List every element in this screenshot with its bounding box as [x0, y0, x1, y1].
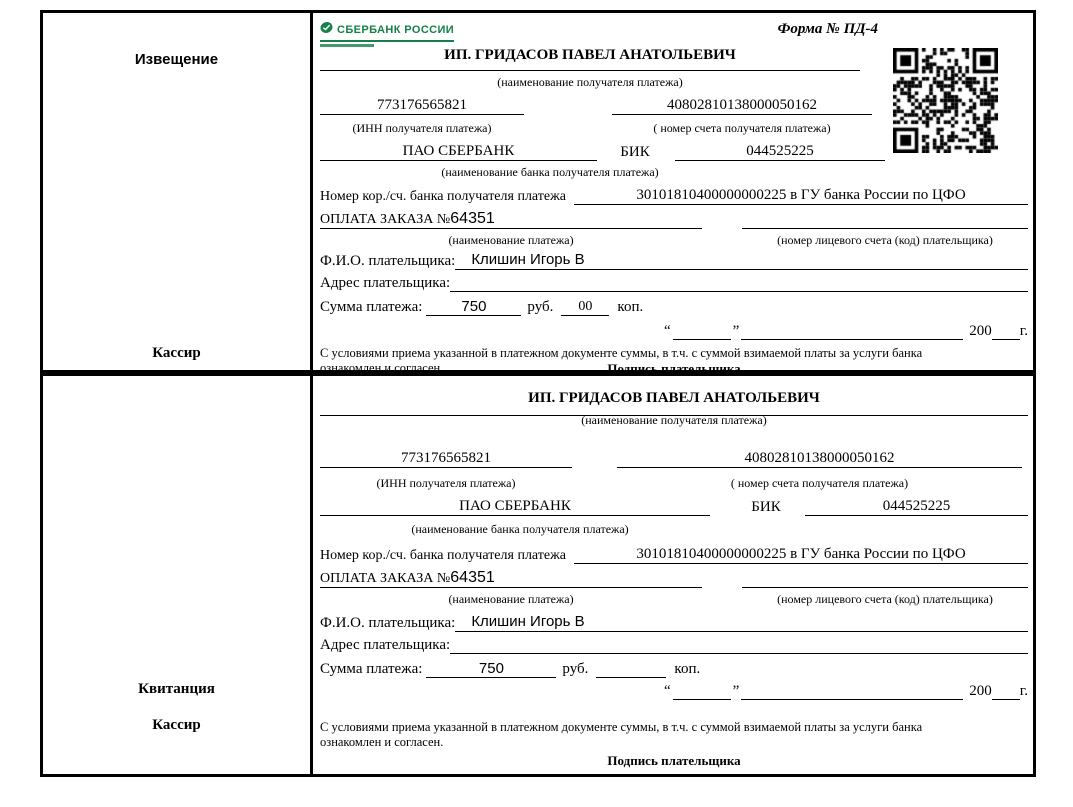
notice-main: СБЕРБАНК РОССИИ Форма № ПД-4 ИП. ГРИДАСО… — [313, 13, 1033, 376]
amount-rub-value: 750 — [426, 298, 522, 316]
receipt-main: ИП. ГРИДАСОВ ПАВЕЛ АНАТОЛЬЕВИЧ (наименов… — [313, 376, 1033, 774]
receipt-side-column: Квитанция Кассир — [43, 376, 313, 774]
corr-value: 30101810400000000225 в ГУ банка России п… — [574, 546, 1028, 564]
date-month-line — [741, 699, 964, 700]
inn-caption: (ИНН получателя платежа) — [352, 121, 492, 135]
bik-label: БИК — [751, 499, 781, 515]
account-value: 40802810138000050162 — [617, 450, 1022, 468]
amount-kop-value: 00 — [561, 299, 610, 316]
bik-label: БИК — [620, 144, 650, 160]
corr-label: Номер кор./сч. банка получателя платежа — [320, 548, 566, 563]
date-quote-open: “ — [663, 683, 671, 699]
payment-form-pd4: Извещение Кассир СБЕРБАНК РОССИИ Форма №… — [40, 10, 1036, 777]
payee-caption: (наименование получателя платежа) — [581, 413, 767, 427]
date-day-line — [672, 339, 731, 340]
date-year-prefix: 200 — [969, 323, 992, 339]
date-month-line — [741, 339, 964, 340]
qr-code — [893, 48, 998, 153]
fio-value: Клишин Игорь В — [471, 251, 585, 268]
agreement-line2: ознакомлен и согласен. — [320, 735, 444, 749]
date-year-prefix: 200 — [969, 683, 992, 699]
payment-order-number: 64351 — [450, 210, 495, 227]
signature-label: Подпись плательщика — [607, 753, 741, 768]
fio-label: Ф.И.О. плательщика: — [320, 253, 456, 269]
amount-rub-value: 750 — [426, 660, 557, 678]
account-value: 40802810138000050162 — [612, 97, 872, 115]
rub-label: руб. — [527, 299, 554, 315]
address-label: Адрес плательщика: — [320, 637, 451, 653]
amount-kop-value — [596, 677, 667, 678]
payment-name-line: ОПЛАТА ЗАКАЗА №64351 — [320, 210, 702, 229]
personal-account-line — [742, 587, 1028, 588]
fio-line: Клишин Игорь В — [455, 613, 1028, 632]
inn-value: 773176565821 — [320, 450, 572, 468]
payee-caption: (наименование получателя платежа) — [497, 75, 683, 89]
notice-label: Извещение — [134, 51, 219, 68]
payment-order-number: 64351 — [450, 569, 495, 586]
date-year-suffix: г. — [1019, 323, 1028, 339]
account-caption: ( номер счета получателя платежа) — [730, 476, 909, 490]
bank-caption: (наименование банка получателя платежа) — [411, 522, 629, 536]
kop-label: коп. — [617, 299, 644, 315]
personal-account-line — [742, 228, 1028, 229]
agreement-line1: С условиями приема указанной в платежном… — [320, 346, 923, 360]
payment-label: ОПЛАТА ЗАКАЗА № — [320, 571, 451, 586]
date-quote-open: “ — [663, 323, 671, 339]
sberbank-logo-text: СБЕРБАНК РОССИИ — [337, 24, 455, 36]
bik-value: 044525225 — [675, 143, 885, 161]
form-number: Форма № ПД-4 — [777, 21, 878, 37]
agreement-line2-row: ознакомлен и согласен. Подпись плательщи… — [320, 361, 1028, 376]
payee-name: ИП. ГРИДАСОВ ПАВЕЛ АНАТОЛЬЕВИЧ — [320, 47, 860, 71]
notice-side-column: Извещение Кассир — [43, 13, 313, 370]
amount-label: Сумма платежа: — [320, 661, 423, 677]
date-year-suffix: г. — [1019, 683, 1028, 699]
payment-label: ОПЛАТА ЗАКАЗА № — [320, 212, 451, 227]
receipt-slip: Квитанция Кассир ИП. ГРИДАСОВ ПАВЕЛ АНАТ… — [40, 373, 1036, 777]
payment-caption: (наименование платежа) — [448, 592, 574, 606]
kop-label: коп. — [674, 661, 701, 677]
date-day-line — [672, 699, 731, 700]
amount-label: Сумма платежа: — [320, 299, 423, 315]
sberbank-logo: СБЕРБАНК РОССИИ — [320, 21, 455, 47]
bank-caption: (наименование банка получателя платежа) — [441, 165, 659, 179]
corr-value: 30101810400000000225 в ГУ банка России п… — [574, 187, 1028, 205]
bank-name: ПАО СБЕРБАНК — [320, 143, 597, 161]
agreement-line2: ознакомлен и согласен. — [320, 361, 444, 375]
sberbank-logo-tagline — [320, 44, 374, 47]
cashier-label: Кассир — [152, 717, 201, 733]
date-quote-close: ” — [732, 323, 740, 339]
signature-label: Подпись плательщика — [607, 361, 741, 376]
address-line — [450, 291, 1028, 292]
payee-name: ИП. ГРИДАСОВ ПАВЕЛ АНАТОЛЬЕВИЧ — [320, 390, 1028, 416]
agreement-line1: С условиями приема указанной в платежном… — [320, 720, 923, 734]
corr-label: Номер кор./сч. банка получателя платежа — [320, 189, 566, 204]
rub-label: руб. — [562, 661, 589, 677]
payment-caption: (наименование платежа) — [448, 233, 574, 247]
sberbank-logo-icon — [320, 21, 333, 39]
inn-value: 773176565821 — [320, 97, 524, 115]
date-quote-close: ” — [732, 683, 740, 699]
fio-value: Клишин Игорь В — [471, 613, 585, 630]
receipt-label: Квитанция — [138, 681, 215, 697]
personal-caption: (номер лицевого счета (код) плательщика) — [777, 592, 993, 606]
address-line — [450, 653, 1028, 654]
notice-slip: Извещение Кассир СБЕРБАНК РОССИИ Форма №… — [40, 10, 1036, 376]
payment-name-line: ОПЛАТА ЗАКАЗА №64351 — [320, 569, 702, 588]
account-caption: ( номер счета получателя платежа) — [653, 121, 831, 135]
bik-value: 044525225 — [805, 498, 1028, 516]
date-year-line — [991, 339, 1020, 340]
bank-name: ПАО СБЕРБАНК — [320, 498, 710, 516]
cashier-label: Кассир — [152, 345, 201, 361]
fio-label: Ф.И.О. плательщика: — [320, 615, 456, 631]
notice-top-row: СБЕРБАНК РОССИИ Форма № ПД-4 — [320, 21, 1028, 47]
personal-caption: (номер лицевого счета (код) плательщика) — [777, 233, 993, 247]
address-label: Адрес плательщика: — [320, 275, 451, 291]
date-year-line — [991, 699, 1020, 700]
sberbank-logo-top: СБЕРБАНК РОССИИ — [320, 21, 455, 42]
fio-line: Клишин Игорь В — [455, 251, 1028, 270]
inn-caption: (ИНН получателя платежа) — [376, 476, 516, 490]
